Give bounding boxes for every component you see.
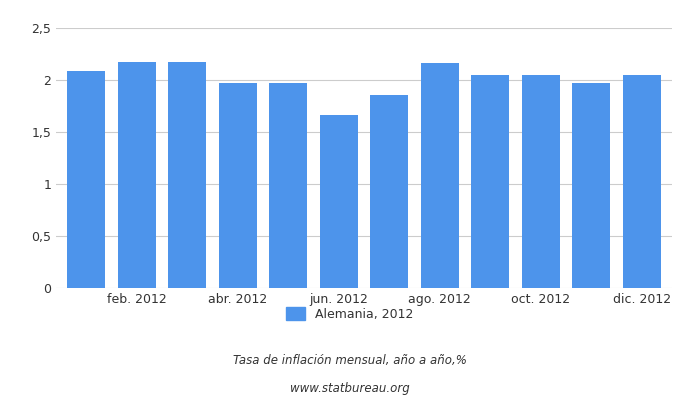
- Text: Tasa de inflación mensual, año a año,%: Tasa de inflación mensual, año a año,%: [233, 354, 467, 367]
- Bar: [270, 83, 307, 288]
- Bar: [623, 75, 661, 288]
- Bar: [320, 115, 358, 288]
- Bar: [471, 75, 509, 288]
- Bar: [421, 63, 458, 288]
- Bar: [118, 62, 155, 288]
- Bar: [67, 71, 105, 288]
- Legend: Alemania, 2012: Alemania, 2012: [281, 302, 419, 326]
- Bar: [573, 83, 610, 288]
- Bar: [522, 75, 560, 288]
- Bar: [370, 94, 408, 288]
- Bar: [168, 62, 206, 288]
- Text: www.statbureau.org: www.statbureau.org: [290, 382, 410, 395]
- Bar: [219, 83, 257, 288]
